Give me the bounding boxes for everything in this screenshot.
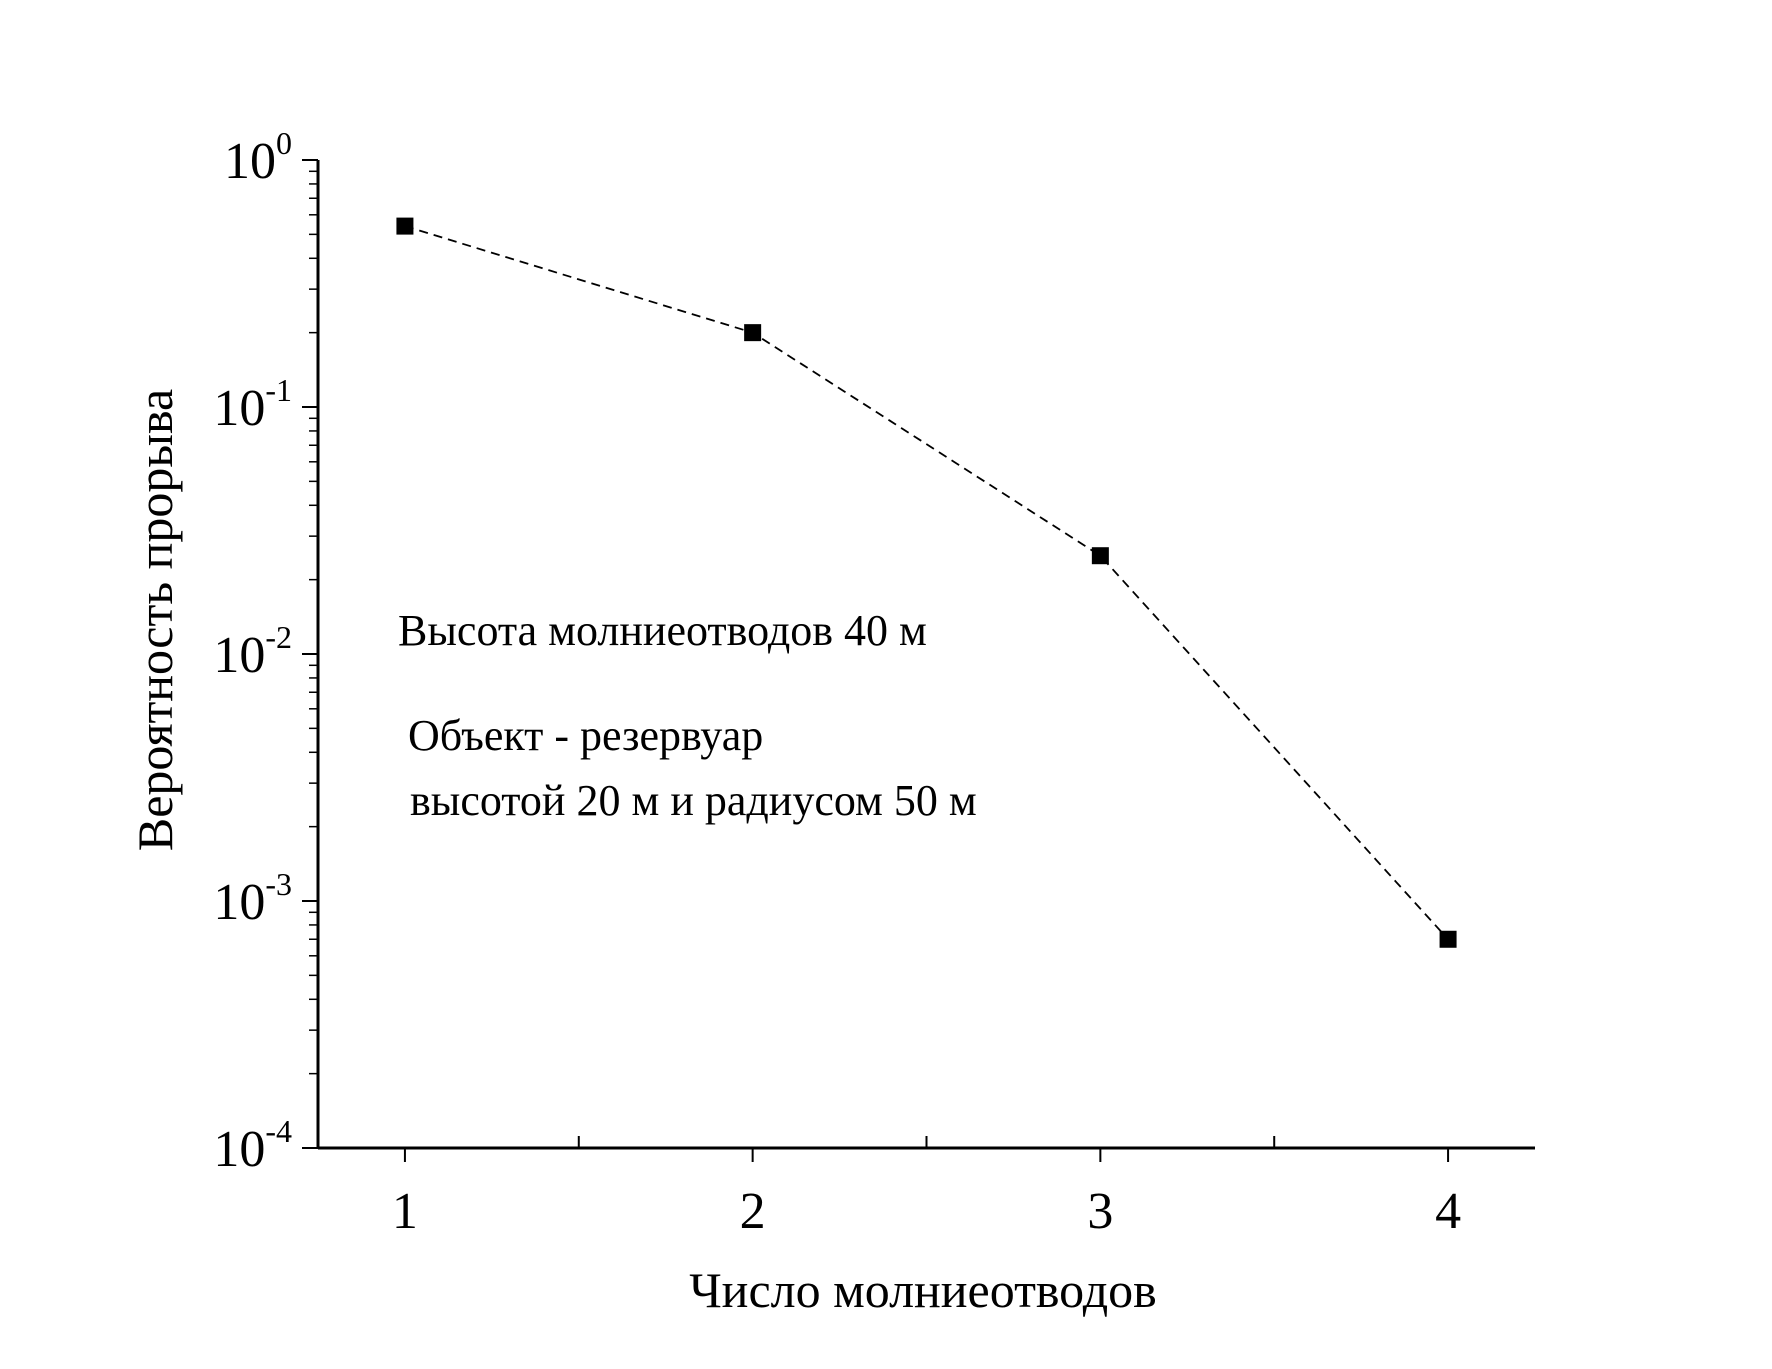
annotation-object-size: высотой 20 м и радиусом 50 м	[410, 776, 977, 825]
y-tick-label: 10-2	[213, 619, 292, 684]
y-tick-label: 10-1	[213, 372, 292, 437]
x-tick-label: 3	[1087, 1183, 1113, 1240]
data-point	[744, 324, 762, 342]
x-tick-label: 2	[740, 1183, 766, 1240]
data-point	[396, 217, 414, 235]
x-tick-label: 4	[1435, 1183, 1461, 1240]
x-tick-label: 1	[392, 1183, 418, 1240]
plot-area: 1 2 3 4 100 10-1 10-2 10-3 10-4	[213, 125, 1535, 1240]
annotation-height: Высота молниеотводов 40 м	[398, 606, 927, 655]
series-line	[404, 225, 1449, 940]
y-tick-label: 10-4	[213, 1113, 292, 1178]
annotation-object: Объект - резервуар	[408, 711, 763, 760]
y-tick-label: 10-3	[213, 866, 292, 931]
data-point	[1091, 547, 1109, 565]
x-axis-label: Число молниеотводов	[689, 1262, 1157, 1318]
y-axis-label: Вероятность прорыва	[127, 389, 183, 851]
y-tick-label: 100	[224, 125, 292, 190]
data-point	[1439, 930, 1457, 948]
